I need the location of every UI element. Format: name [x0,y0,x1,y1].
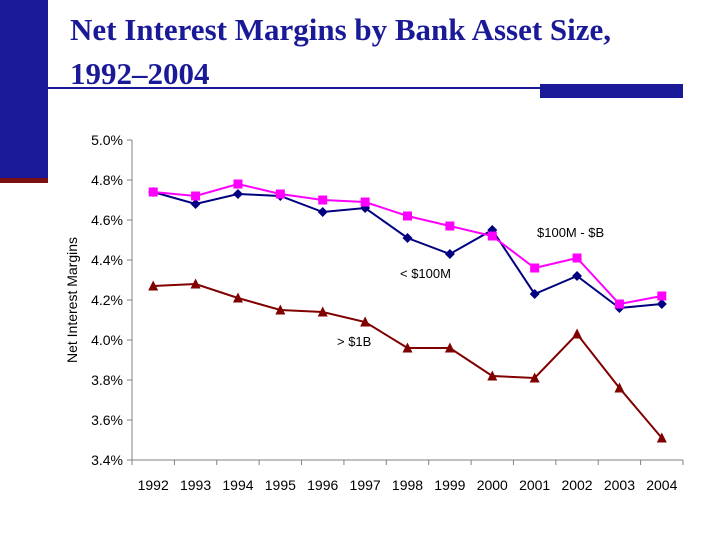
series-line [153,282,663,439]
data-point [656,432,667,443]
x-axis: 1992 1993 1994 1995 1996 1997 1998 1999 2000 2001… [131,459,684,493]
series-line [152,191,662,310]
data-point [275,304,286,315]
y-tick-label: 4.2% [91,292,123,308]
data-point [191,191,201,201]
title-line-1: Net Interest Margins by Bank Asset Size, [70,12,612,47]
x-tick-label: 1998 [392,477,423,493]
y-tick-label: 3.6% [91,412,123,428]
y-tick-label: 5.0% [91,132,123,148]
data-point [656,299,667,309]
y-tick-label: 4.8% [91,172,123,188]
data-point [317,207,328,217]
x-tick-label: 2004 [646,477,677,493]
series-annotation: $100M - $B [537,225,604,240]
data-point [572,253,582,263]
data-point [614,299,624,309]
data-point [529,289,540,299]
data-point [402,342,413,353]
x-tick-label: 1999 [434,477,465,493]
y-tick-label: 4.0% [91,332,123,348]
x-tick-label: 2003 [604,477,635,493]
data-point [572,328,583,339]
series-annotation: < $100M [400,266,451,281]
data-point [275,189,285,199]
data-point [657,291,667,301]
y-axis: 3.4% 3.6% 3.8% 4.0% 4.2% 4.4% 4.6% 4.8% 5.0% [91,132,133,468]
x-tick-label: 1997 [350,477,381,493]
data-point [402,233,413,243]
x-tick-label: 1994 [222,477,253,493]
data-point [530,263,540,273]
y-tick-label: 3.8% [91,372,123,388]
slide-title: Net Interest Margins by Bank Asset Size,… [70,8,710,96]
x-tick-label: 1996 [307,477,338,493]
y-tick-label: 3.4% [91,452,123,468]
y-axis-title: Net Interest Margins [64,237,80,363]
accent-bar-shadow [0,178,48,183]
data-point [148,280,159,291]
data-point [317,306,328,317]
series-triangle [148,278,667,443]
data-point [444,249,455,259]
data-point [487,370,498,381]
data-point [232,292,243,303]
series-square [148,179,667,309]
data-point [487,231,497,241]
data-point [148,187,158,197]
y-tick-label: 4.4% [91,252,123,268]
x-tick-label: 2001 [519,477,550,493]
data-point [403,211,412,221]
data-point [232,189,243,199]
x-tick-label: 2002 [561,477,592,493]
x-tick-label: 2000 [477,477,508,493]
data-point [444,342,455,353]
x-tick-label: 1992 [138,477,169,493]
data-point [360,197,370,207]
series-annotation: > $1B [337,334,371,349]
annotation-layer: $100M - $B < $100M > $1B [337,225,604,349]
title-rule-block [540,84,683,98]
data-point [190,278,201,289]
accent-bar [0,0,48,182]
series-layer [148,179,667,443]
data-point [529,372,540,383]
x-tick-label: 1995 [265,477,296,493]
data-point [190,199,201,209]
y-tick-label: 4.6% [91,212,123,228]
data-point [572,271,583,281]
title-line-2: 1992–2004 [70,56,210,91]
data-point [360,316,371,327]
data-point [233,179,243,189]
data-point [614,382,625,393]
title-rule [48,87,683,89]
x-tick-label: 1993 [180,477,211,493]
series-line [153,182,662,306]
data-point [318,195,328,205]
data-point [445,221,455,231]
